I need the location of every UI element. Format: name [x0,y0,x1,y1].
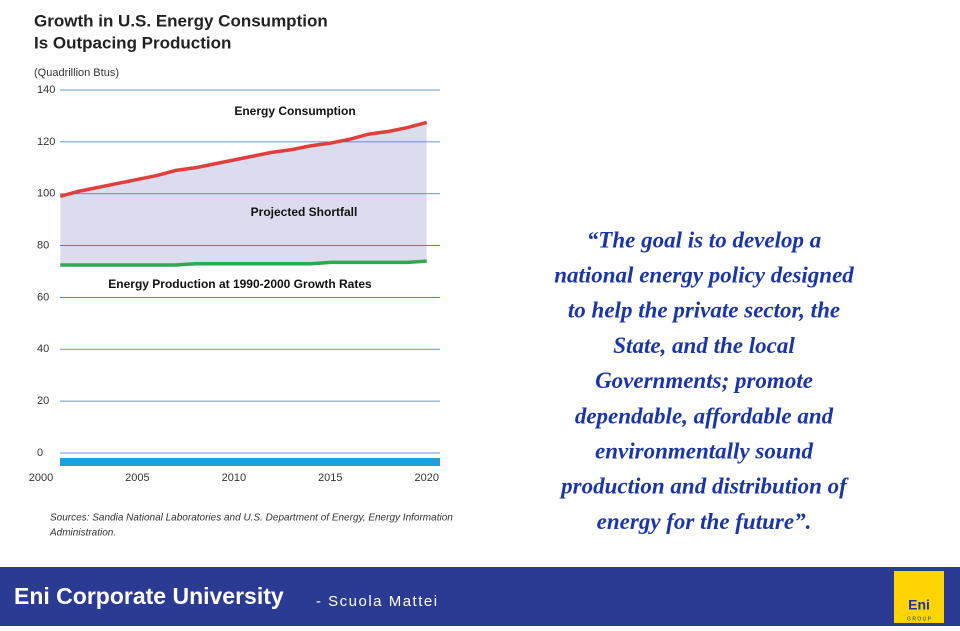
footer-subtitle: - Scuola Mattei [316,593,439,610]
y-tick-label: 120 [37,136,55,148]
quote-line: State, and the local [613,333,795,358]
quote-line: Governments; promote [595,368,813,393]
y-tick-label: 40 [37,343,49,355]
annotation: Projected Shortfall [251,205,358,219]
logo-sub: G R O U P [907,616,932,622]
x-tick-label: 2010 [222,472,246,484]
quote-line: “The goal is to develop a [587,227,821,252]
series-label: Energy Production at 1990-2000 Growth Ra… [108,277,372,291]
x-tick-label: 2020 [414,472,438,484]
y-tick-label: 60 [37,291,49,303]
baseline-band [60,458,440,466]
footer-title: Eni Corporate University [14,583,284,609]
logo-text: Eni [908,597,930,613]
x-tick-label: 2000 [29,472,53,484]
series-line [59,120,428,198]
x-tick-label: 2015 [318,472,342,484]
chart-title: Is Outpacing Production [34,33,231,52]
y-tick-label: 80 [37,239,49,251]
quote-line: national energy policy designed [554,262,854,287]
quote-line: environmentally sound [595,438,813,463]
quote-line: to help the private sector, the [568,298,840,323]
chart-title: Growth in U.S. Energy Consumption [34,11,328,30]
quote-line: production and distribution of [559,474,849,499]
quote-line: energy for the future”. [597,509,812,534]
quote: “The goal is to develop a national energy… [554,227,854,534]
source: Sources: Sandia National Laboratories an… [50,513,453,524]
y-tick-label: 0 [37,447,43,459]
source: Administration. [49,528,116,539]
series-line [60,259,427,267]
quote-line: dependable, affordable and [575,403,834,428]
logo [894,571,944,623]
y-tick-label: 140 [37,84,55,96]
series-label: Energy Consumption [234,104,355,118]
footer-bar [0,567,960,626]
chart-subtitle: (Quadrillion Btus) [34,67,119,79]
y-tick-label: 100 [37,188,55,200]
x-tick-label: 2005 [125,472,149,484]
y-tick-label: 20 [37,395,49,407]
